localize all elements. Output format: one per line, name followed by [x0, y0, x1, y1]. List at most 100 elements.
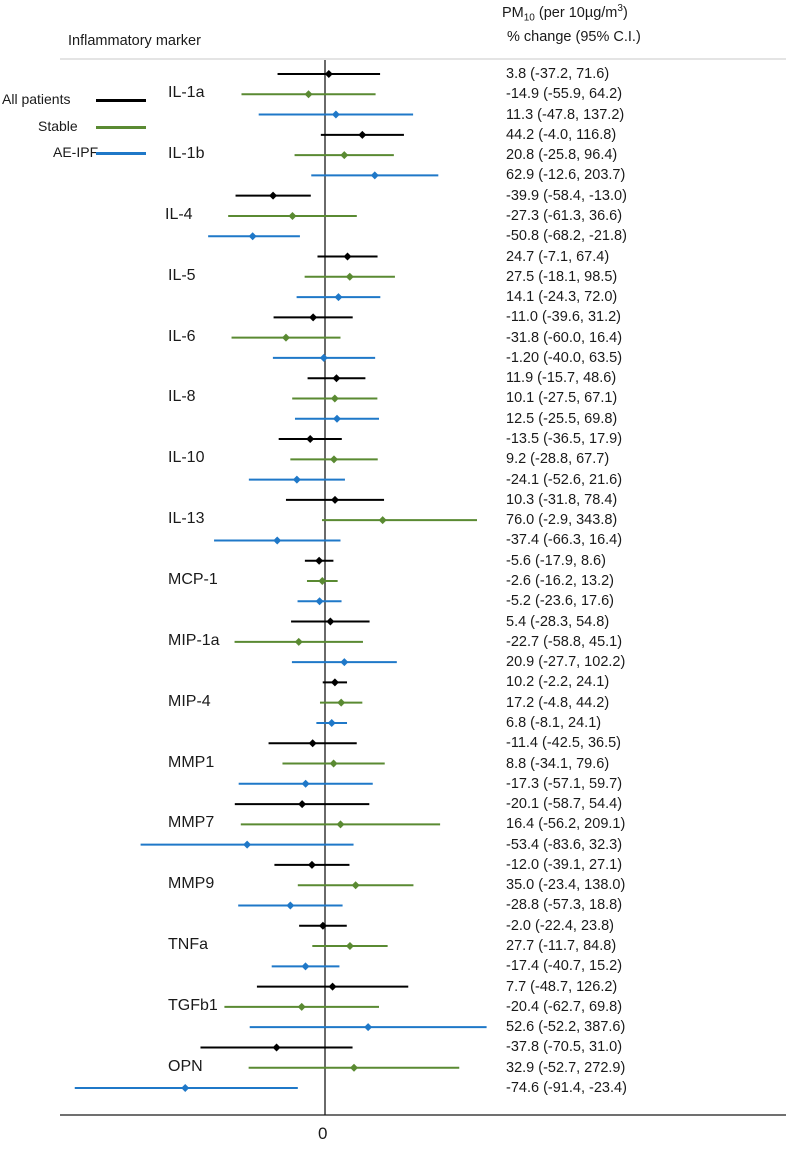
- estimate-point-tnfa-all-patients: [318, 921, 327, 930]
- value-label-tgfb1-all-patients: 7.7 (-48.7, 126.2): [506, 978, 618, 995]
- marker-label-il-5: IL-5: [168, 266, 196, 284]
- value-label-tnfa-stable: 27.7 (-11.7, 84.8): [506, 938, 617, 955]
- column-header-marker: Inflammatory marker: [68, 33, 201, 49]
- estimate-point-il-8-ae-ipf: [333, 414, 342, 423]
- value-label-mmp9-all-patients: -12.0 (-39.1, 27.1): [506, 856, 623, 873]
- value-label-il-10-ae-ipf: -24.1 (-52.6, 21.6): [506, 471, 623, 488]
- estimate-point-mmp1-stable: [329, 759, 338, 768]
- estimate-point-il-8-all-patients: [332, 374, 341, 383]
- pm-superscript: 3: [617, 3, 623, 14]
- marker-label-il-8: IL-8: [168, 388, 196, 406]
- value-label-il-10-stable: 9.2 (-28.8, 67.7): [506, 451, 610, 468]
- value-label-il-6-stable: -31.8 (-60.0, 16.4): [506, 329, 623, 346]
- legend-swatch-ae-ipf: [96, 152, 146, 155]
- value-label-mmp1-ae-ipf: -17.3 (-57.1, 59.7): [506, 775, 623, 792]
- value-label-il-8-all-patients: 11.9 (-15.7, 48.6): [506, 370, 617, 387]
- value-label-mcp-1-all-patients: -5.6 (-17.9, 8.6): [506, 552, 606, 569]
- marker-label-il-13: IL-13: [168, 510, 205, 528]
- estimate-point-mip-4-stable: [337, 698, 346, 707]
- value-label-tnfa-all-patients: -2.0 (-22.4, 23.8): [506, 917, 614, 934]
- estimate-point-tnfa-ae-ipf: [301, 962, 310, 971]
- value-label-mmp9-ae-ipf: -28.8 (-57.3, 18.8): [506, 897, 623, 914]
- value-label-mip-1a-all-patients: 5.4 (-28.3, 54.8): [506, 613, 610, 630]
- marker-label-tgfb1: TGFb1: [168, 996, 218, 1014]
- estimate-point-il-10-all-patients: [306, 435, 315, 444]
- column-header-pm10: PM10 (per 10µg/m3): [502, 3, 628, 24]
- estimate-point-il-5-ae-ipf: [334, 293, 343, 302]
- estimate-point-il-6-all-patients: [309, 313, 318, 322]
- legend-label-all-patients: All patients: [2, 91, 71, 107]
- estimate-point-tnfa-stable: [345, 942, 354, 951]
- value-label-il-1a-stable: -14.9 (-55.9, 64.2): [506, 86, 623, 103]
- estimate-point-il-10-ae-ipf: [292, 475, 301, 484]
- value-label-il-1b-stable: 20.8 (-25.8, 96.4): [506, 147, 618, 164]
- estimate-point-mmp1-all-patients: [308, 739, 317, 748]
- pm-suffix: ): [622, 4, 628, 21]
- estimate-point-mmp1-ae-ipf: [301, 779, 310, 788]
- estimate-point-il-5-all-patients: [343, 252, 352, 261]
- estimate-point-mmp7-all-patients: [298, 800, 307, 809]
- value-label-mcp-1-ae-ipf: -5.2 (-23.6, 17.6): [506, 593, 614, 610]
- marker-label-mip-4: MIP-4: [168, 692, 211, 710]
- estimate-point-il-10-stable: [329, 455, 338, 464]
- estimate-point-mmp9-stable: [351, 881, 360, 890]
- estimate-point-il-8-stable: [330, 394, 339, 403]
- value-label-mmp1-all-patients: -11.4 (-42.5, 36.5): [506, 735, 621, 752]
- value-label-mip-4-all-patients: 10.2 (-2.2, 24.1): [506, 674, 610, 691]
- estimate-point-opn-stable: [350, 1063, 359, 1072]
- value-label-il-6-ae-ipf: -1.20 (-40.0, 63.5): [506, 349, 623, 366]
- marker-label-il-1b: IL-1b: [168, 145, 205, 163]
- marker-label-il-4: IL-4: [165, 205, 193, 223]
- legend-swatch-all-patients: [96, 99, 146, 102]
- value-label-il-1a-all-patients: 3.8 (-37.2, 71.6): [506, 66, 610, 82]
- marker-label-opn: OPN: [168, 1057, 203, 1075]
- estimate-point-il-1b-ae-ipf: [370, 171, 379, 180]
- value-label-mmp7-all-patients: -20.1 (-58.7, 54.4): [506, 796, 623, 813]
- marker-label-mmp1: MMP1: [168, 753, 215, 771]
- value-label-il-1b-ae-ipf: 62.9 (-12.6, 203.7): [506, 167, 626, 184]
- estimate-point-mip-4-all-patients: [330, 678, 339, 687]
- value-label-il-1b-all-patients: 44.2 (-4.0, 116.8): [506, 126, 617, 143]
- value-label-il-8-stable: 10.1 (-27.5, 67.1): [506, 390, 618, 407]
- value-label-mmp7-stable: 16.4 (-56.2, 209.1): [506, 816, 626, 833]
- value-label-mip-1a-stable: -22.7 (-58.8, 45.1): [506, 633, 623, 650]
- estimate-point-opn-all-patients: [272, 1043, 281, 1052]
- value-label-il-8-ae-ipf: 12.5 (-25.5, 69.8): [506, 410, 618, 427]
- value-label-tgfb1-stable: -20.4 (-62.7, 69.8): [506, 998, 623, 1015]
- legend-label-stable: Stable: [38, 118, 78, 134]
- value-label-opn-all-patients: -37.8 (-70.5, 31.0): [506, 1039, 623, 1056]
- value-label-il-13-ae-ipf: -37.4 (-66.3, 16.4): [506, 532, 623, 549]
- estimate-point-mmp9-all-patients: [307, 860, 316, 869]
- value-label-il-13-stable: 76.0 (-2.9, 343.8): [506, 512, 618, 529]
- value-label-mip-1a-ae-ipf: 20.9 (-27.7, 102.2): [506, 654, 626, 671]
- value-label-opn-ae-ipf: -74.6 (-91.4, -23.4): [506, 1080, 627, 1096]
- estimate-point-il-13-stable: [378, 516, 387, 525]
- estimate-point-il-4-ae-ipf: [248, 232, 257, 241]
- marker-label-mmp7: MMP7: [168, 814, 215, 832]
- estimate-point-tgfb1-all-patients: [328, 982, 337, 991]
- value-label-mip-4-stable: 17.2 (-4.8, 44.2): [506, 694, 610, 711]
- marker-label-tnfa: TNFa: [168, 936, 208, 954]
- value-label-mcp-1-stable: -2.6 (-16.2, 13.2): [506, 573, 614, 589]
- value-label-mmp9-stable: 35.0 (-23.4, 138.0): [506, 877, 626, 894]
- column-header-change: % change (95% C.I.): [507, 29, 641, 45]
- estimate-point-il-1a-all-patients: [324, 70, 333, 78]
- estimate-point-il-4-stable: [288, 211, 297, 220]
- estimate-point-mmp9-ae-ipf: [286, 901, 295, 910]
- estimate-point-mmp7-ae-ipf: [243, 840, 252, 849]
- value-label-il-1a-ae-ipf: 11.3 (-47.8, 137.2): [506, 106, 625, 123]
- estimate-point-il-4-all-patients: [269, 191, 278, 200]
- x-tick-label-zero: 0: [318, 1124, 328, 1143]
- estimate-point-il-1b-stable: [340, 151, 349, 160]
- legend-label-ae-ipf: AE-IPF: [53, 144, 99, 160]
- estimate-point-mip-1a-ae-ipf: [340, 658, 349, 667]
- estimate-point-mcp-1-all-patients: [315, 556, 324, 565]
- estimate-point-il-6-ae-ipf: [319, 353, 328, 362]
- estimate-point-il-1a-stable: [304, 90, 313, 99]
- value-label-il-5-all-patients: 24.7 (-7.1, 67.4): [506, 248, 610, 265]
- estimate-point-mip-1a-stable: [294, 637, 303, 646]
- value-label-il-5-stable: 27.5 (-18.1, 98.5): [506, 268, 618, 285]
- pm-prefix: PM: [502, 4, 524, 21]
- value-label-il-5-ae-ipf: 14.1 (-24.3, 72.0): [506, 289, 618, 306]
